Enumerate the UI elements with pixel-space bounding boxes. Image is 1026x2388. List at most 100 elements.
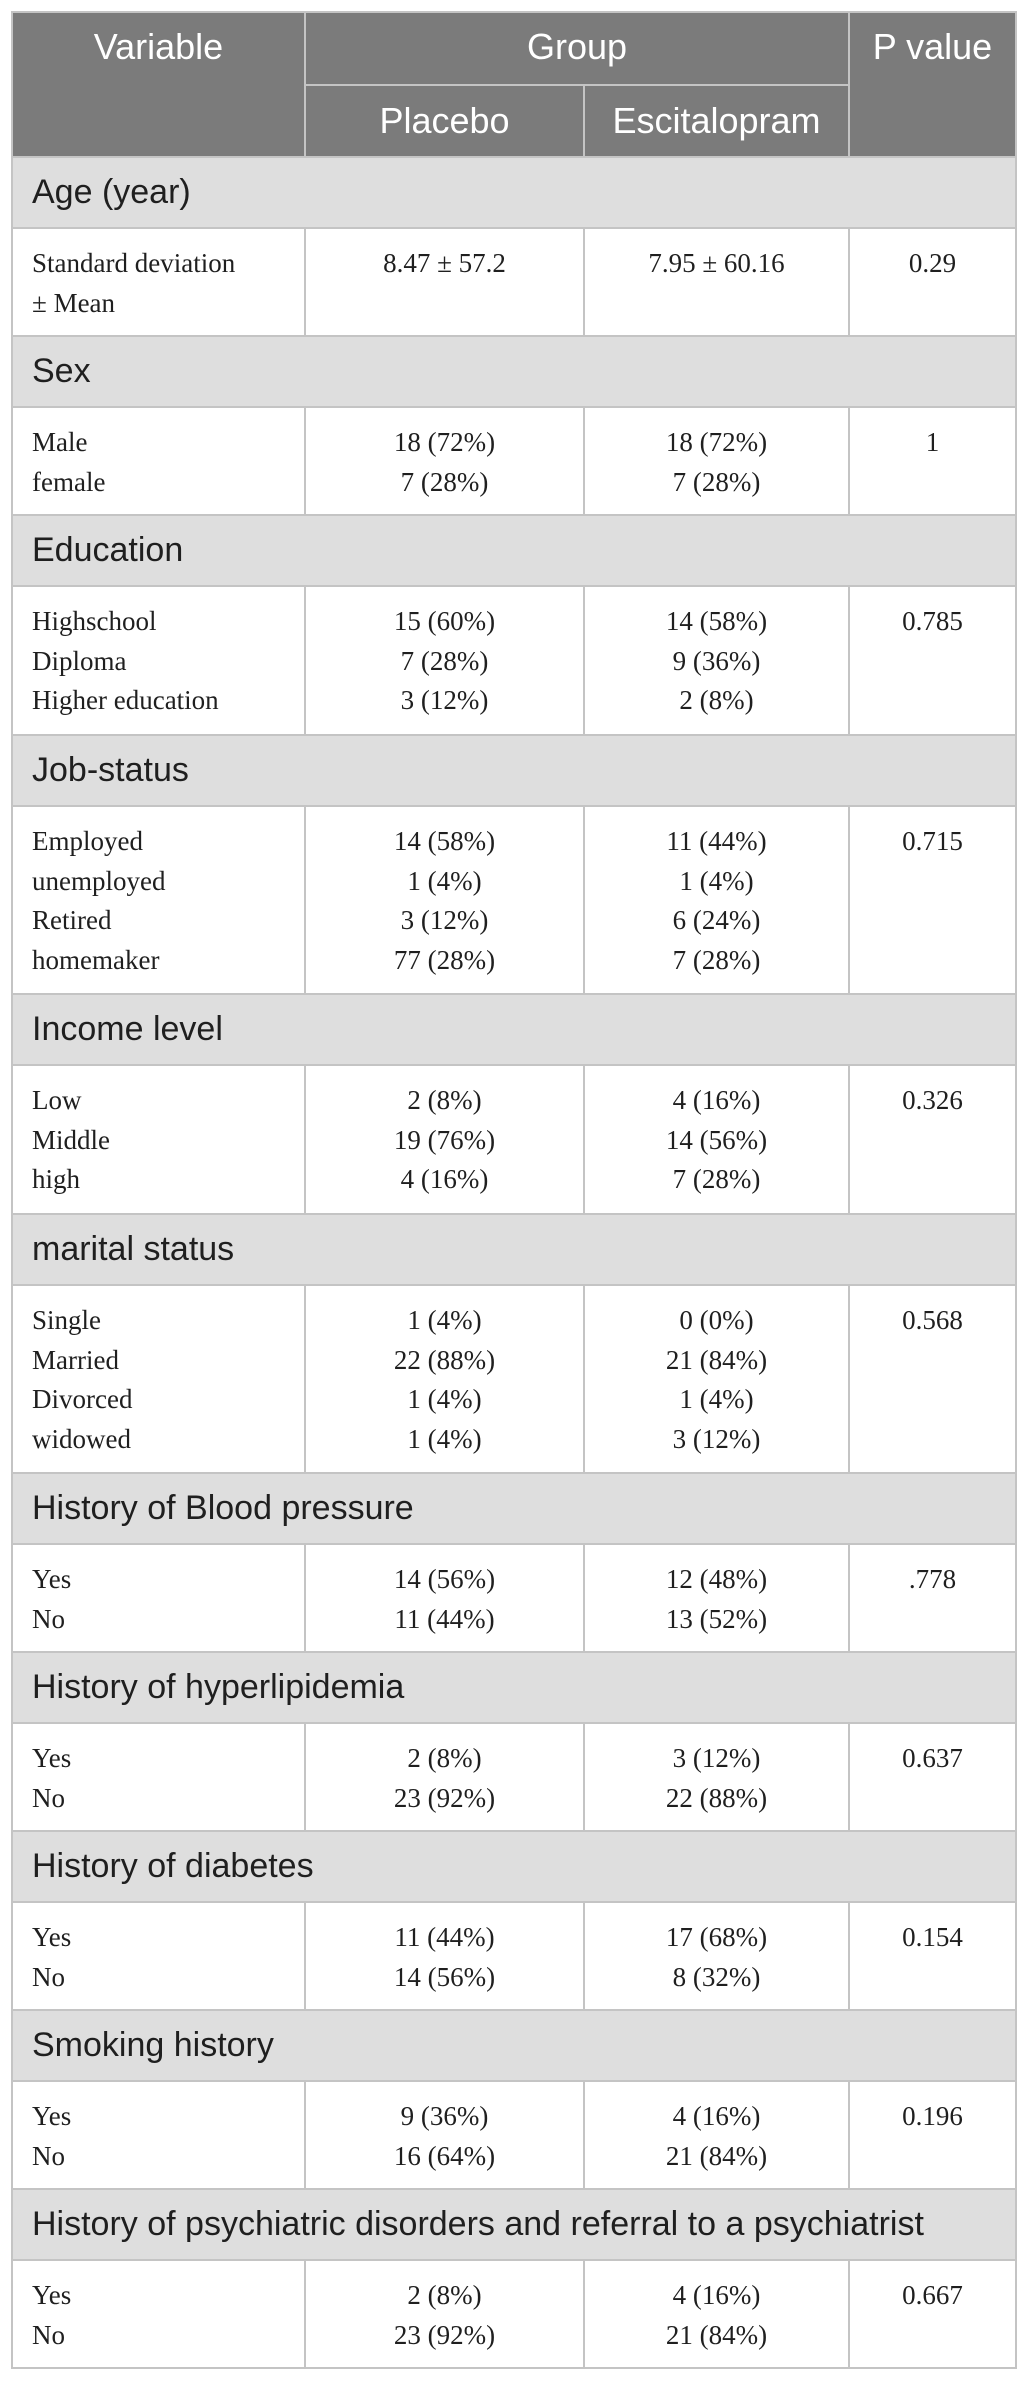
placebo-cell-line: 1 (4%) <box>407 1305 482 1335</box>
placebo-cell-line: 16 (64%) <box>393 2140 496 2171</box>
escitalopram-cell-line: 9 (36%) <box>672 645 761 676</box>
escitalopram-cell: 4 (16%) 21 (84%) <box>583 2259 850 2369</box>
escitalopram-cell-line: 4 (16%) <box>672 2280 761 2310</box>
escitalopram-cell-line: 4 (16%) <box>672 2101 761 2131</box>
escitalopram-cell-line: 1 (4%) <box>679 1384 754 1414</box>
placebo-cell-line: 7 (28%) <box>400 645 489 676</box>
escitalopram-cell-line: 7 (28%) <box>672 466 761 497</box>
variable-cell-line: Yes <box>32 2280 72 2310</box>
variable-cell-line: Yes <box>32 2101 72 2131</box>
data-row: Employed unemployed Retired homemaker 14 (58… <box>11 805 1017 995</box>
escitalopram-cell: 18 (72%) 7 (28%) <box>583 406 850 516</box>
placebo-cell: 2 (8%) 23 (92%) <box>304 2259 585 2369</box>
section-title: Job-status <box>11 734 1017 807</box>
p-value-header: P value <box>848 11 1017 158</box>
placebo-cell-line: 14 (56%) <box>393 1961 496 1992</box>
variable-cell-line: homemaker <box>32 944 160 975</box>
variable-cell-line: ± Mean <box>32 287 116 318</box>
placebo-cell-line: 3 (12%) <box>400 905 489 935</box>
placebo-cell-line: 15 (60%) <box>393 606 496 636</box>
variable-header: Variable <box>11 11 306 158</box>
section-title: Age (year) <box>11 156 1017 229</box>
data-row: Highschool Diploma Higher education 15 (60%… <box>11 585 1017 736</box>
data-row: Male female 18 (72%) 7 (28%) 18 (72%) 7 (28%)… <box>11 406 1017 516</box>
variable-cell-line: female <box>32 466 106 497</box>
placebo-cell-line: 4 (16%) <box>400 1164 489 1194</box>
section-row: Education <box>11 514 1017 587</box>
variable-cell: Male female <box>11 406 306 516</box>
variable-cell: Single Married Divorced widowed <box>11 1284 306 1474</box>
section-title: History of Blood pressure <box>11 1472 1017 1545</box>
variable-cell-line: No <box>32 1961 65 1992</box>
placebo-cell: 18 (72%) 7 (28%) <box>304 406 585 516</box>
escitalopram-cell-line: 0 (0%) <box>679 1305 754 1335</box>
placebo-cell-line: 9 (36%) <box>400 2101 489 2131</box>
escitalopram-header: Escitalopram <box>583 84 850 158</box>
placebo-cell-line: 8.47 ± 57.2 <box>383 248 506 278</box>
data-row: Low Middle high 2 (8%) 19 (76%) 4 (16%) 4 (16%… <box>11 1064 1017 1215</box>
section-title: History of psychiatric disorders and ref… <box>11 2188 1017 2261</box>
escitalopram-cell: 14 (58%) 9 (36%) 2 (8%) <box>583 585 850 736</box>
escitalopram-cell-line: 7 (28%) <box>672 1164 761 1194</box>
placebo-cell-line: 7 (28%) <box>400 466 489 497</box>
variable-cell-line: Yes <box>32 1564 72 1594</box>
data-row: Yes No 14 (56%) 11 (44%) 12 (48%) 13 (52%) .77… <box>11 1543 1017 1653</box>
placebo-cell-line: 3 (12%) <box>400 685 489 715</box>
placebo-cell-line: 2 (8%) <box>407 1743 482 1773</box>
p-value-cell: 0.568 <box>848 1284 1017 1474</box>
variable-cell: Yes No <box>11 1722 306 1832</box>
variable-cell-line: Employed <box>32 826 143 856</box>
escitalopram-cell-line: 21 (84%) <box>665 2319 768 2350</box>
section-row: Age (year) <box>11 156 1017 229</box>
variable-cell-line: Standard deviation <box>32 248 236 278</box>
variable-cell-line: No <box>32 2319 65 2350</box>
escitalopram-cell-line: 22 (88%) <box>665 1782 768 1813</box>
variable-cell-line: Diploma <box>32 645 127 676</box>
escitalopram-cell-line: 1 (4%) <box>679 865 754 896</box>
variable-cell-line: Highschool <box>32 606 157 636</box>
placebo-cell-line: 2 (8%) <box>407 1085 482 1115</box>
placebo-cell-line: 1 (4%) <box>407 1423 482 1454</box>
escitalopram-cell-line: 7 (28%) <box>672 944 761 975</box>
escitalopram-cell: 7.95 ± 60.16 <box>583 227 850 337</box>
p-value-cell: 1 <box>848 406 1017 516</box>
escitalopram-cell-line: 17 (68%) <box>665 1922 768 1952</box>
section-row: Income level <box>11 993 1017 1066</box>
placebo-cell: 14 (58%) 1 (4%) 3 (12%) 77 (28%) <box>304 805 585 995</box>
p-value-cell: 0.326 <box>848 1064 1017 1215</box>
data-row: Single Married Divorced widowed 1 (4%) 22 (88… <box>11 1284 1017 1474</box>
placebo-cell-line: 23 (92%) <box>393 2319 496 2350</box>
p-value-cell: .778 <box>848 1543 1017 1653</box>
data-row: Standard deviation ± Mean 8.47 ± 57.2 7.95 … <box>11 227 1017 337</box>
placebo-cell-line: 23 (92%) <box>393 1782 496 1813</box>
placebo-cell-line: 1 (4%) <box>407 1384 482 1414</box>
placebo-cell-line: 77 (28%) <box>393 944 496 975</box>
placebo-cell-line: 14 (58%) <box>393 826 496 856</box>
escitalopram-cell-line: 4 (16%) <box>672 1085 761 1115</box>
demographics-table: Variable Group P value Placebo Escitalop… <box>11 11 1017 2369</box>
section-title: Income level <box>11 993 1017 1066</box>
variable-cell: Highschool Diploma Higher education <box>11 585 306 736</box>
variable-cell-line: Higher education <box>32 685 219 715</box>
placebo-cell: 2 (8%) 19 (76%) 4 (16%) <box>304 1064 585 1215</box>
table-body: Age (year) Standard deviation ± Mean 8.47 ±… <box>11 156 1017 2369</box>
section-title: Smoking history <box>11 2009 1017 2082</box>
variable-cell: Low Middle high <box>11 1064 306 1215</box>
escitalopram-cell-line: 3 (12%) <box>672 1423 761 1454</box>
variable-cell-line: No <box>32 1782 65 1813</box>
section-row: Job-status <box>11 734 1017 807</box>
escitalopram-cell-line: 3 (12%) <box>672 1743 761 1773</box>
placebo-cell: 14 (56%) 11 (44%) <box>304 1543 585 1653</box>
escitalopram-cell-line: 12 (48%) <box>665 1564 768 1594</box>
escitalopram-cell: 0 (0%) 21 (84%) 1 (4%) 3 (12%) <box>583 1284 850 1474</box>
section-row: History of Blood pressure <box>11 1472 1017 1545</box>
variable-cell-line: Retired <box>32 905 112 935</box>
p-value-cell: 0.715 <box>848 805 1017 995</box>
variable-cell: Yes No <box>11 2259 306 2369</box>
variable-cell: Yes No <box>11 1543 306 1653</box>
escitalopram-cell: 17 (68%) 8 (32%) <box>583 1901 850 2011</box>
data-row: Yes No 9 (36%) 16 (64%) 4 (16%) 21 (84%) 0.196 <box>11 2080 1017 2190</box>
escitalopram-cell-line: 8 (32%) <box>672 1961 761 1992</box>
escitalopram-cell-line: 13 (52%) <box>665 1603 768 1634</box>
escitalopram-cell-line: 21 (84%) <box>665 2140 768 2171</box>
